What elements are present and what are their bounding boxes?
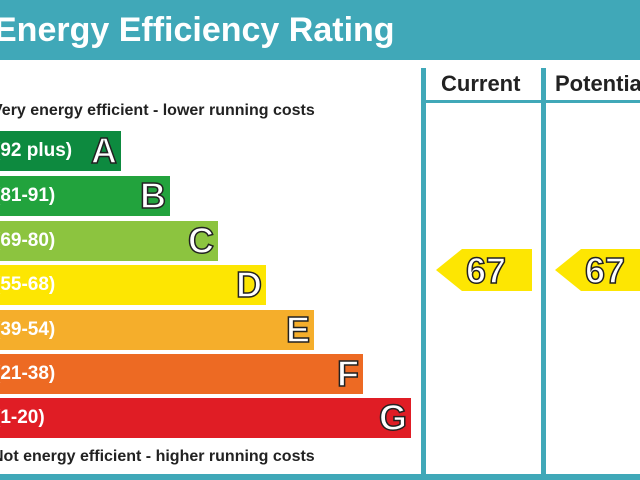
frame-divider-columns [541,68,546,480]
caption-bottom: Not energy efficient - higher running co… [0,448,315,465]
band-range-label: (39-54) [0,319,56,340]
band-range-label: (21-38) [0,363,56,384]
potential-rating-value: 67 [584,250,626,291]
band-letter: C [187,220,215,261]
band-c: (69-80) C [0,221,218,261]
frame-bottom-rule [0,474,640,480]
band-b: (81-91) B [0,176,170,216]
band-range-label: (92 plus) [0,140,73,161]
potential-arrow-shape [555,249,640,291]
band-letter: D [235,264,263,305]
band-letter: F [336,353,360,394]
band-letter: B [139,175,167,216]
band-range-label: (81-91) [0,185,56,206]
band-d: (55-68) D [0,265,266,305]
band-range-label: (55-68) [0,274,56,295]
band-range-label: (1-20) [0,407,45,428]
band-g: (1-20) G [0,398,411,438]
title-bar: Energy Efficiency Rating [0,0,640,60]
band-range-label: (69-80) [0,230,56,251]
current-rating-value: 67 [465,250,507,291]
band-letter: G [378,397,408,438]
band-letter: E [285,309,311,350]
current-rating-arrow: 67 [436,249,532,291]
band-a: (92 plus) A [0,131,121,171]
band-e: (39-54) E [0,310,314,350]
band-f: (21-38) F [0,354,363,394]
frame-header-rule [421,100,640,103]
potential-rating-arrow: 67 [555,249,640,291]
column-header-current: Current [441,71,521,96]
band-letter: A [90,130,118,171]
chart-title: Energy Efficiency Rating [0,11,395,49]
frame-divider-bands [421,68,426,480]
caption-top: Very energy efficient - lower running co… [0,102,315,119]
current-arrow-shape [436,249,532,291]
column-header-potential: Potential [555,71,640,96]
